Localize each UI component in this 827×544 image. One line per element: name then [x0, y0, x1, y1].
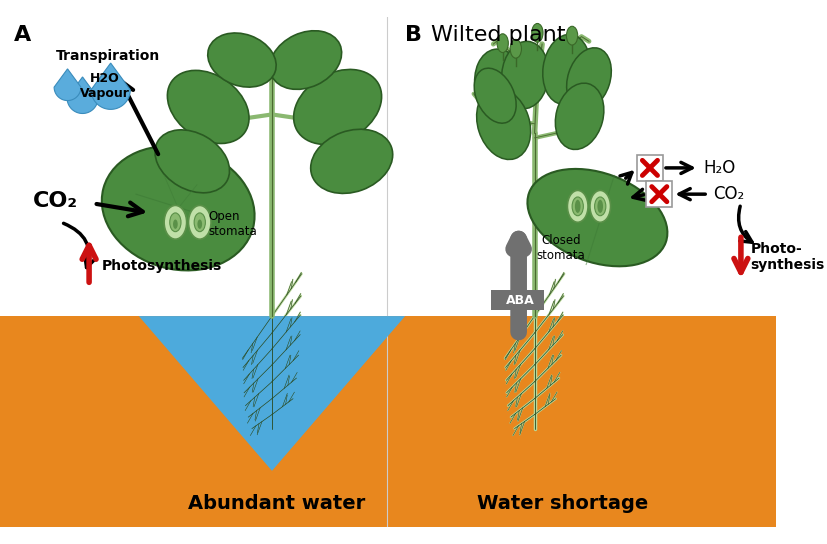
Ellipse shape: [502, 41, 549, 109]
Text: Open
stomata: Open stomata: [208, 210, 257, 238]
Ellipse shape: [497, 34, 509, 53]
FancyArrowPatch shape: [739, 206, 752, 242]
Bar: [0, 316, 776, 527]
Ellipse shape: [566, 26, 578, 45]
Ellipse shape: [567, 190, 588, 222]
FancyBboxPatch shape: [646, 181, 672, 207]
FancyBboxPatch shape: [637, 154, 663, 181]
Text: CO₂: CO₂: [713, 185, 744, 203]
Text: H₂O: H₂O: [704, 159, 736, 177]
Ellipse shape: [194, 213, 205, 232]
Ellipse shape: [198, 219, 202, 229]
Polygon shape: [139, 316, 405, 471]
Ellipse shape: [475, 49, 527, 123]
Ellipse shape: [208, 33, 276, 87]
Text: Closed
stomata: Closed stomata: [537, 234, 586, 263]
FancyArrowPatch shape: [64, 224, 95, 268]
Ellipse shape: [572, 197, 583, 216]
Text: Transpiration: Transpiration: [55, 49, 160, 63]
Text: Abundant water: Abundant water: [188, 494, 366, 513]
Ellipse shape: [167, 70, 249, 144]
Text: Photosynthesis: Photosynthesis: [101, 259, 222, 274]
Ellipse shape: [311, 129, 393, 194]
Text: H2O
Vapour: H2O Vapour: [80, 72, 130, 100]
Ellipse shape: [590, 190, 610, 222]
Ellipse shape: [510, 39, 522, 58]
Polygon shape: [91, 63, 131, 109]
Ellipse shape: [173, 219, 178, 229]
Ellipse shape: [476, 88, 531, 159]
Text: CO₂: CO₂: [33, 191, 78, 211]
Text: B: B: [405, 26, 422, 45]
Ellipse shape: [543, 34, 590, 104]
Text: Wilted plant: Wilted plant: [432, 26, 566, 45]
Ellipse shape: [575, 200, 581, 213]
Ellipse shape: [270, 31, 342, 89]
Ellipse shape: [474, 68, 516, 123]
Ellipse shape: [595, 197, 606, 216]
Ellipse shape: [532, 23, 543, 42]
Ellipse shape: [528, 169, 667, 267]
Text: Water shortage: Water shortage: [477, 494, 648, 513]
Text: ABA: ABA: [506, 294, 535, 307]
Ellipse shape: [189, 206, 211, 239]
Ellipse shape: [294, 70, 381, 144]
Ellipse shape: [555, 83, 604, 150]
Polygon shape: [67, 77, 98, 114]
Polygon shape: [54, 69, 81, 101]
Ellipse shape: [102, 146, 255, 270]
Ellipse shape: [170, 213, 181, 232]
Ellipse shape: [164, 206, 187, 239]
Text: Photo-
synthesis: Photo- synthesis: [750, 242, 825, 272]
FancyBboxPatch shape: [491, 290, 544, 311]
Text: A: A: [14, 26, 31, 45]
Ellipse shape: [566, 48, 611, 110]
Ellipse shape: [597, 200, 603, 213]
Ellipse shape: [155, 130, 230, 193]
